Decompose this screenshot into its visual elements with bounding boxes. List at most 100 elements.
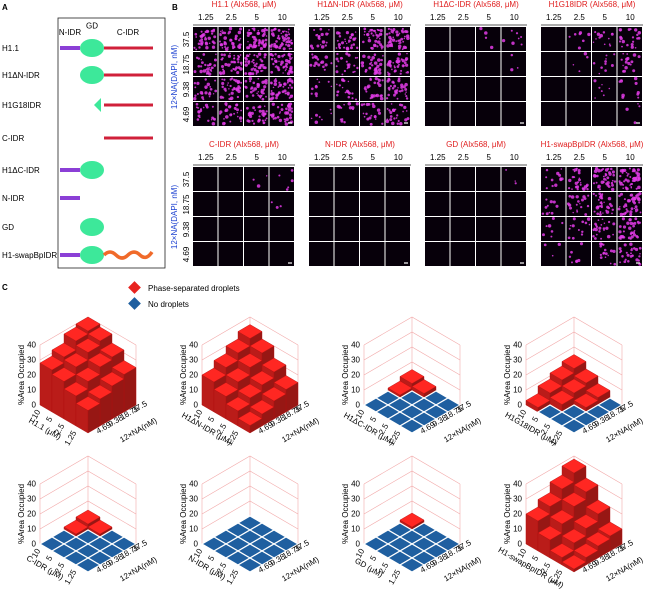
grid-line xyxy=(363,331,461,361)
bar-top xyxy=(597,521,623,537)
micrograph xyxy=(309,192,334,216)
droplet xyxy=(520,43,523,46)
droplet xyxy=(517,37,520,40)
grid-line xyxy=(363,470,461,500)
droplet xyxy=(385,97,389,100)
droplet xyxy=(598,226,602,230)
droplet xyxy=(626,53,629,55)
droplet xyxy=(227,54,232,58)
droplet xyxy=(578,32,582,36)
droplet xyxy=(198,39,201,42)
droplet xyxy=(622,64,624,67)
droplet xyxy=(263,31,266,34)
droplet xyxy=(351,92,354,95)
droplet xyxy=(377,111,382,115)
droplet xyxy=(403,35,406,38)
droplet xyxy=(598,230,601,233)
droplet xyxy=(631,170,634,173)
droplet xyxy=(210,66,214,70)
droplet xyxy=(239,61,243,65)
droplet xyxy=(354,98,358,101)
droplet xyxy=(270,57,274,61)
micrograph xyxy=(617,102,642,126)
z-axis-label: %Area Occupied xyxy=(341,484,350,544)
x-tick-label: 5 xyxy=(530,415,540,424)
droplet xyxy=(593,174,597,178)
droplet xyxy=(627,61,631,66)
droplet xyxy=(249,80,252,83)
bar-top xyxy=(75,367,101,382)
droplet xyxy=(571,175,575,179)
z-tick-label: 20 xyxy=(351,371,360,380)
droplet xyxy=(362,40,365,44)
droplet xyxy=(275,78,277,80)
micrograph xyxy=(193,77,218,101)
row-label: 18.75 xyxy=(182,54,191,75)
droplet xyxy=(376,34,380,38)
droplet xyxy=(263,56,266,59)
droplet xyxy=(556,171,560,176)
droplet xyxy=(626,43,629,47)
droplet xyxy=(406,36,410,41)
bar-top xyxy=(549,509,575,525)
droplet xyxy=(284,120,287,123)
droplet xyxy=(196,118,200,121)
droplet xyxy=(233,57,236,60)
droplet xyxy=(632,176,635,180)
x-tick-label: 1.25 xyxy=(387,568,403,586)
droplet xyxy=(288,40,291,44)
droplet xyxy=(625,251,628,254)
droplet xyxy=(401,48,404,51)
droplet xyxy=(327,80,330,83)
droplet xyxy=(599,33,603,38)
droplet xyxy=(636,33,639,37)
droplet xyxy=(377,40,381,44)
droplet xyxy=(279,111,282,113)
droplet xyxy=(238,39,241,42)
droplet xyxy=(320,45,325,49)
droplet xyxy=(621,171,624,174)
z-tick-label: 0 xyxy=(356,540,361,549)
droplet xyxy=(362,112,365,115)
droplet xyxy=(223,53,226,57)
droplet xyxy=(372,43,377,48)
droplet xyxy=(619,36,623,41)
droplet xyxy=(624,211,627,214)
droplet xyxy=(403,61,407,65)
column-label: 2.5 xyxy=(574,153,586,162)
bar-top xyxy=(237,411,263,426)
droplet xyxy=(404,82,408,87)
droplet xyxy=(547,224,552,228)
droplet xyxy=(619,29,622,32)
droplet xyxy=(609,249,613,253)
micrograph xyxy=(541,102,566,126)
droplet xyxy=(288,84,292,87)
droplet xyxy=(343,103,345,106)
droplet xyxy=(399,72,402,75)
droplet xyxy=(630,60,634,64)
droplet xyxy=(200,38,204,42)
droplet xyxy=(221,29,224,32)
droplet xyxy=(196,81,200,86)
droplet xyxy=(630,231,633,234)
column-label: 1.25 xyxy=(314,13,330,22)
droplet xyxy=(199,109,203,112)
droplet xyxy=(340,119,344,123)
droplet xyxy=(593,169,598,174)
droplet xyxy=(343,69,346,73)
droplet xyxy=(201,32,206,37)
droplet xyxy=(628,218,632,222)
droplet xyxy=(352,43,356,46)
droplet xyxy=(370,114,373,117)
droplet xyxy=(630,235,634,239)
column-label: 5 xyxy=(255,153,260,162)
droplet xyxy=(273,28,276,31)
droplet xyxy=(551,217,555,220)
droplet xyxy=(370,94,374,98)
droplet xyxy=(227,63,231,67)
legend-label: No droplets xyxy=(148,300,189,309)
droplet xyxy=(290,179,294,183)
droplet xyxy=(371,55,375,60)
micrograph xyxy=(193,192,218,216)
micrograph xyxy=(425,102,450,126)
